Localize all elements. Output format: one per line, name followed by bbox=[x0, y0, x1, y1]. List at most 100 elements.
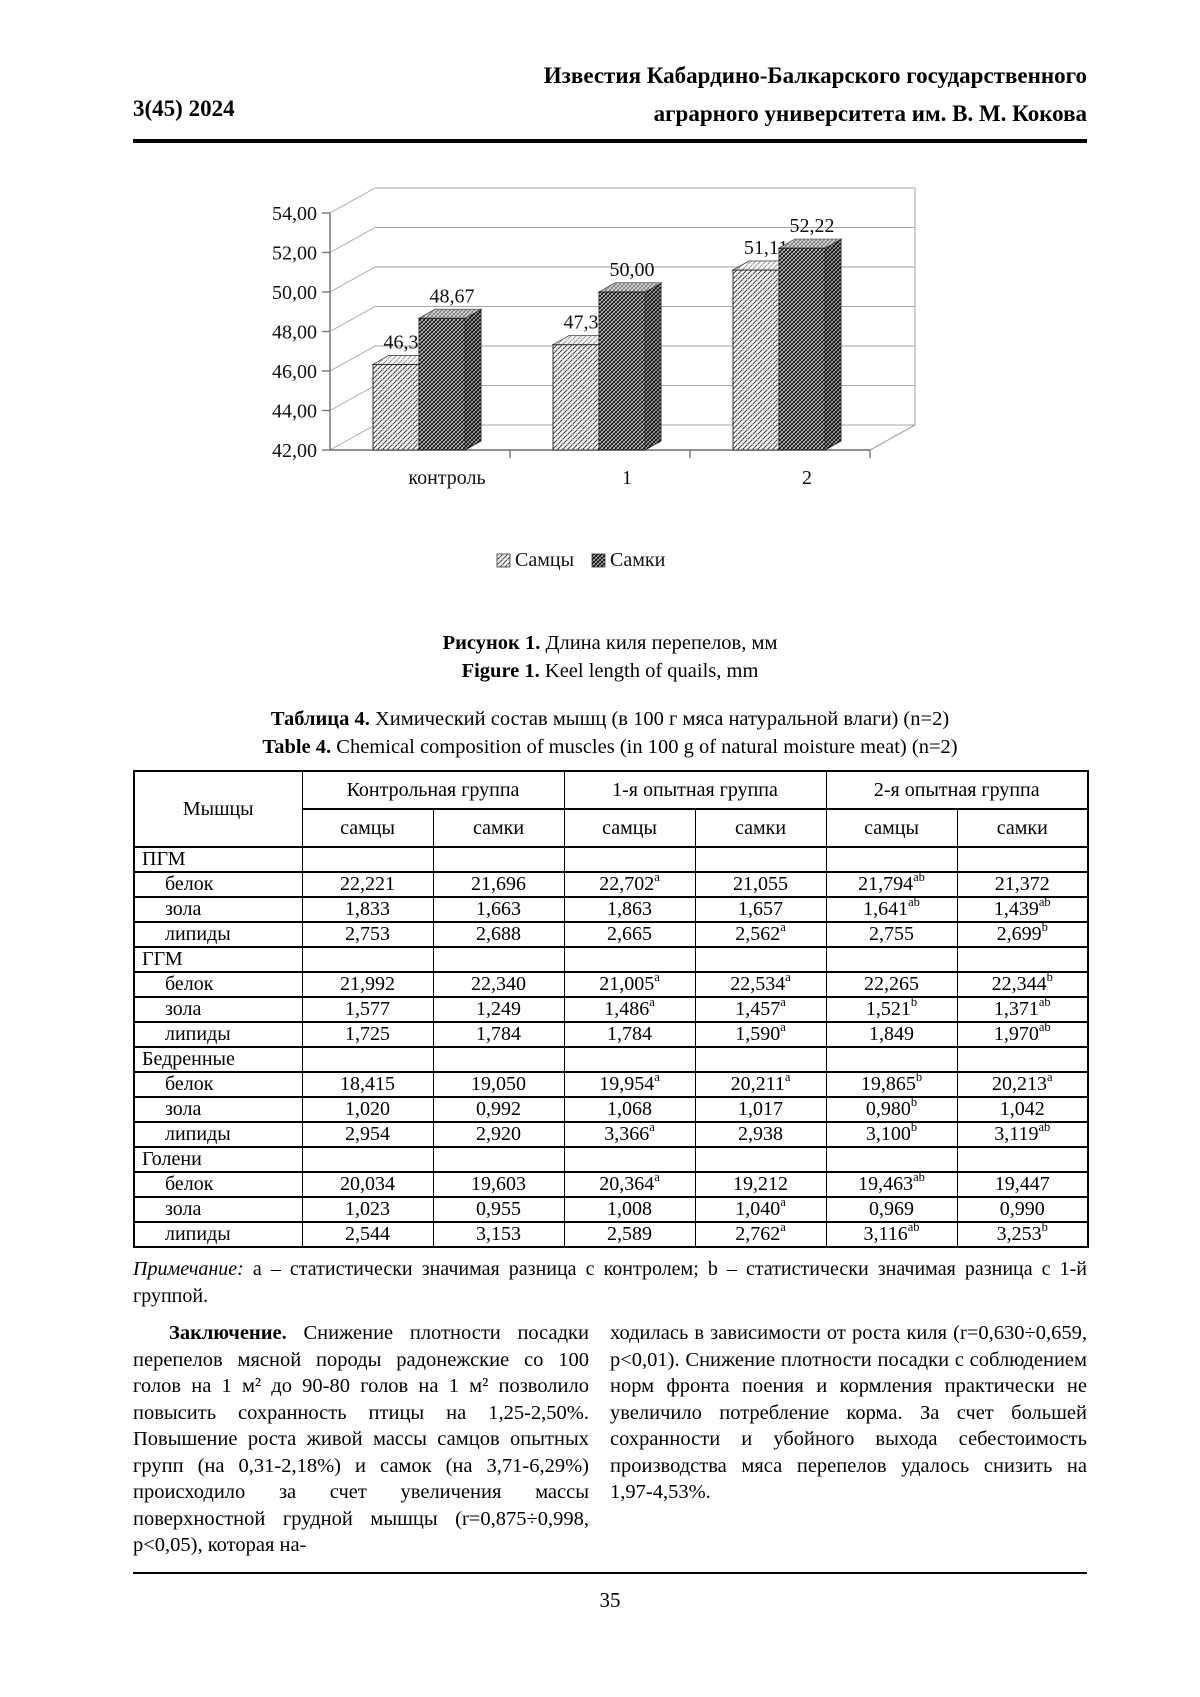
significance-superscript: a bbox=[654, 972, 660, 985]
gridline-connector bbox=[329, 424, 376, 451]
bar-top-shade bbox=[599, 283, 661, 292]
table-cell: 1,486a bbox=[563, 996, 696, 1023]
x-category-label: 2 bbox=[802, 467, 812, 489]
table-row: липиды 1,725 1,784 1,784 1,590a 1,849 1,970ab bbox=[133, 1021, 1089, 1048]
table-cell: 1,017 bbox=[694, 1096, 827, 1123]
table-cell: 20,211a bbox=[694, 1071, 827, 1098]
table-cell: 3,116ab bbox=[825, 1221, 958, 1248]
section-label: ГГМ bbox=[133, 946, 303, 973]
table-cell: 1,457a bbox=[694, 996, 827, 1023]
legend-label: Самцы bbox=[515, 549, 574, 571]
significance-superscript: b bbox=[910, 997, 918, 1010]
table-cell: 3,119ab bbox=[956, 1121, 1089, 1148]
bar-side-shade bbox=[825, 239, 841, 450]
table-cell: 1,663 bbox=[432, 896, 565, 923]
empty-cell bbox=[563, 1046, 696, 1073]
table-cell: 20,034 bbox=[301, 1171, 434, 1198]
significance-superscript: ab bbox=[1038, 997, 1051, 1010]
significance-superscript: b bbox=[1046, 972, 1053, 985]
empty-cell bbox=[301, 846, 434, 873]
table-cell: 0,990 bbox=[956, 1196, 1089, 1223]
empty-cell bbox=[825, 1146, 958, 1173]
table-cell: 1,641ab bbox=[825, 896, 958, 923]
significance-superscript: a bbox=[654, 1072, 660, 1085]
significance-superscript: a bbox=[784, 1072, 791, 1085]
table-cell: 19,603 bbox=[432, 1171, 565, 1198]
bar-value-label: 51,11 bbox=[744, 237, 788, 259]
keel-length-bar-chart: 54,00 52,00 50,00 48,00 46,00 44,00 42,00 46,33… bbox=[272, 187, 916, 571]
table-cell: 1,023 bbox=[301, 1196, 434, 1223]
chemical-composition-table: Мышцы Контрольная группа 1-я опытная групп… bbox=[133, 770, 1089, 1248]
empty-cell bbox=[956, 846, 1089, 873]
table-cell: 1,577 bbox=[301, 996, 434, 1023]
significance-superscript: b bbox=[915, 1072, 923, 1085]
figure-caption-en: Figure 1. Keel length of quails, mm bbox=[133, 660, 1087, 683]
empty-cell bbox=[301, 1146, 434, 1173]
table-row: белок 22,221 21,696 22,702a 21,055 21,794ab 21… bbox=[133, 871, 1089, 898]
table-cell: 2,938 bbox=[694, 1121, 827, 1148]
table-cell: 3,153 bbox=[432, 1221, 565, 1248]
row-label: зола bbox=[133, 896, 303, 923]
significance-superscript: a bbox=[1046, 1072, 1053, 1085]
table-cell: 1,439ab bbox=[956, 896, 1089, 923]
table-cell: 2,753 bbox=[301, 921, 434, 948]
table-cell: 1,863 bbox=[563, 896, 696, 923]
row-label: липиды bbox=[133, 1221, 303, 1248]
table-cell: 20,364a bbox=[563, 1171, 696, 1198]
table-cell: 22,702a bbox=[563, 871, 696, 898]
table-cell: 2,544 bbox=[301, 1221, 434, 1248]
table-cell: 20,213a bbox=[956, 1071, 1089, 1098]
table-cell: 1,725 bbox=[301, 1021, 434, 1048]
table-row: липиды 2,544 3,153 2,589 2,762a 3,116ab 3,253b bbox=[133, 1221, 1089, 1248]
table-cell: 19,463ab bbox=[825, 1171, 958, 1198]
table-cell: 21,794ab bbox=[825, 871, 958, 898]
row-label: зола bbox=[133, 1096, 303, 1123]
significance-superscript: a bbox=[654, 1172, 660, 1185]
table-cell: 19,865b bbox=[825, 1071, 958, 1098]
figure-caption-ru-text: Длина киля перепелов, мм bbox=[540, 632, 778, 654]
section-row: Бедренные bbox=[133, 1046, 1089, 1073]
legend-swatch-Самки bbox=[591, 553, 606, 568]
chart-bar-Самцы-2 bbox=[732, 269, 780, 451]
significance-superscript: a bbox=[780, 1022, 786, 1035]
legend-swatch-shade bbox=[592, 554, 605, 567]
sub-header-5: самки bbox=[956, 808, 1089, 848]
bar-side-shade bbox=[465, 309, 481, 450]
bar-top-shade bbox=[779, 239, 841, 249]
journal-title: Известия Кабардино-Балкарского государст… bbox=[544, 57, 1087, 133]
significance-superscript: ab bbox=[908, 897, 920, 910]
table-cell: 22,340 bbox=[432, 971, 565, 998]
journal-title-line1: Известия Кабардино-Балкарского государст… bbox=[543, 63, 1087, 88]
y-axis-tick-label: 50,00 bbox=[272, 282, 317, 304]
conclusion-right-text: ходилась в зависимости от роста киля (r=… bbox=[610, 1322, 1087, 1503]
sub-header-2: самцы bbox=[563, 808, 696, 848]
note-label: Примечание: bbox=[133, 1258, 244, 1280]
table-row: зола 1,577 1,249 1,486a 1,457a 1,521b 1,371ab bbox=[133, 996, 1089, 1023]
table-cell: 2,762a bbox=[694, 1221, 827, 1248]
empty-cell bbox=[694, 846, 827, 873]
table-cell: 1,784 bbox=[563, 1021, 696, 1048]
table-cell: 22,534a bbox=[694, 971, 827, 998]
y-axis-tick-label: 52,00 bbox=[272, 243, 317, 265]
table-cell: 1,833 bbox=[301, 896, 434, 923]
empty-cell bbox=[432, 1046, 565, 1073]
table-row: белок 21,992 22,340 21,005a 22,534a 22,265 22,… bbox=[133, 971, 1089, 998]
empty-cell bbox=[301, 1046, 434, 1073]
significance-superscript: a bbox=[649, 1122, 655, 1135]
row-label: липиды bbox=[133, 921, 303, 948]
empty-cell bbox=[563, 1146, 696, 1173]
significance-superscript: b bbox=[910, 1122, 918, 1135]
table-cell: 1,042 bbox=[956, 1096, 1089, 1123]
empty-cell bbox=[301, 946, 434, 973]
significance-superscript: a bbox=[780, 1197, 786, 1210]
chart-bar-Самцы-контроль bbox=[372, 364, 420, 451]
table-cell: 21,055 bbox=[694, 871, 827, 898]
group-header-1: 1-я опытная группа bbox=[563, 770, 827, 810]
section-row: ГГМ bbox=[133, 946, 1089, 973]
table-caption-ru-label: Таблица 4. bbox=[270, 708, 370, 730]
chart-bar-Самки-контроль bbox=[418, 317, 466, 451]
issue-number: 3(45) 2024 bbox=[133, 96, 235, 121]
table-cell: 2,920 bbox=[432, 1121, 565, 1148]
significance-superscript: ab bbox=[1038, 1122, 1051, 1135]
table-cell: 2,755 bbox=[825, 921, 958, 948]
